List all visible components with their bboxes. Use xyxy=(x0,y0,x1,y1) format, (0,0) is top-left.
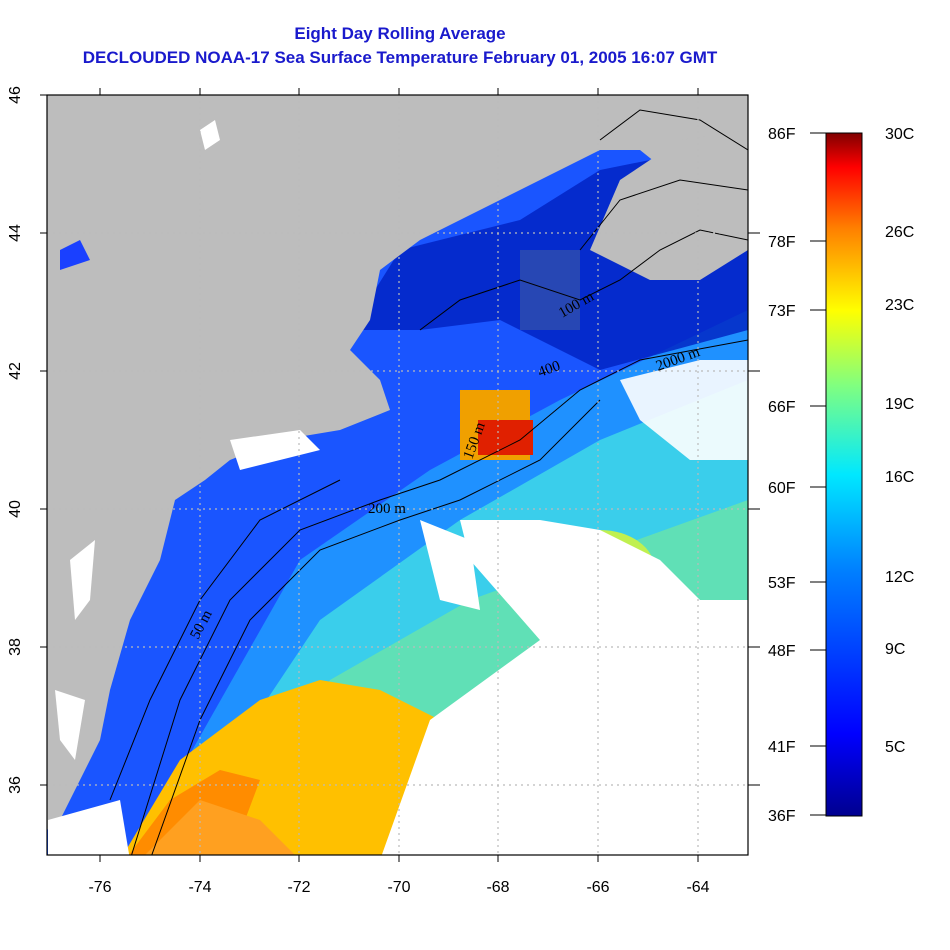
celsius-label: 26C xyxy=(885,224,914,241)
fahrenheit-label: 86F xyxy=(768,126,796,143)
cloud-mask xyxy=(381,520,748,855)
chart-subtitle: DECLOUDED NOAA-17 Sea Surface Temperatur… xyxy=(82,48,718,67)
colorbar xyxy=(825,132,863,817)
lon-tick-label: -68 xyxy=(486,879,509,896)
nova-scotia xyxy=(590,130,748,280)
lat-tick-label: 46 xyxy=(7,86,24,104)
lat-tick-label: 40 xyxy=(7,500,24,518)
lon-axis: -76 -74 -72 -70 -68 -66 -64 xyxy=(88,879,709,896)
fahrenheit-label: 60F xyxy=(768,480,796,497)
contour-label-200m: 200 m xyxy=(368,501,406,517)
fahrenheit-label: 48F xyxy=(768,643,796,660)
map-panel: 50 m 200 m 100 m 150 m 400 2000 m xyxy=(47,95,748,855)
fahrenheit-label: 66F xyxy=(768,399,796,416)
lat-tick-label: 38 xyxy=(7,638,24,656)
lat-axis: 46 44 42 40 38 36 xyxy=(7,86,24,794)
fahrenheit-label: 53F xyxy=(768,575,796,592)
fahrenheit-label: 41F xyxy=(768,739,796,756)
celsius-label: 23C xyxy=(885,297,914,314)
lon-tick-label: -66 xyxy=(586,879,609,896)
lon-tick-label: -70 xyxy=(387,879,410,896)
graticule xyxy=(47,95,748,855)
celsius-label: 5C xyxy=(885,739,905,756)
celsius-label: 19C xyxy=(885,396,914,413)
map-frame xyxy=(46,94,749,856)
celsius-label: 30C xyxy=(885,126,914,143)
lon-tick-label: -76 xyxy=(88,879,111,896)
celsius-label: 9C xyxy=(885,641,905,658)
chart-title: Eight Day Rolling Average xyxy=(294,24,506,43)
fahrenheit-label: 36F xyxy=(768,808,796,825)
fahrenheit-label: 73F xyxy=(768,303,796,320)
lon-tick-label: -64 xyxy=(686,879,709,896)
contour-100m xyxy=(419,229,748,331)
celsius-label: 16C xyxy=(885,469,914,486)
georges-bank-warm-patch xyxy=(478,420,533,455)
lon-tick-label: -74 xyxy=(188,879,211,896)
lat-tick-label: 44 xyxy=(7,224,24,242)
lat-tick-label: 42 xyxy=(7,362,24,380)
contour-label-400: 400 xyxy=(536,358,563,381)
fahrenheit-label: 78F xyxy=(768,234,796,251)
celsius-label: 12C xyxy=(885,569,914,586)
lat-tick-label: 36 xyxy=(7,776,24,794)
contour-200m xyxy=(131,339,748,855)
colorbar-fahrenheit-labels: 86F 78F 73F 66F 60F 53F 48F 41F 36F xyxy=(768,126,796,825)
colorbar-celsius-labels: 30C 26C 23C 19C 16C 12C 9C 5C xyxy=(885,126,914,756)
land-mass xyxy=(47,95,748,830)
lon-tick-label: -72 xyxy=(287,879,310,896)
